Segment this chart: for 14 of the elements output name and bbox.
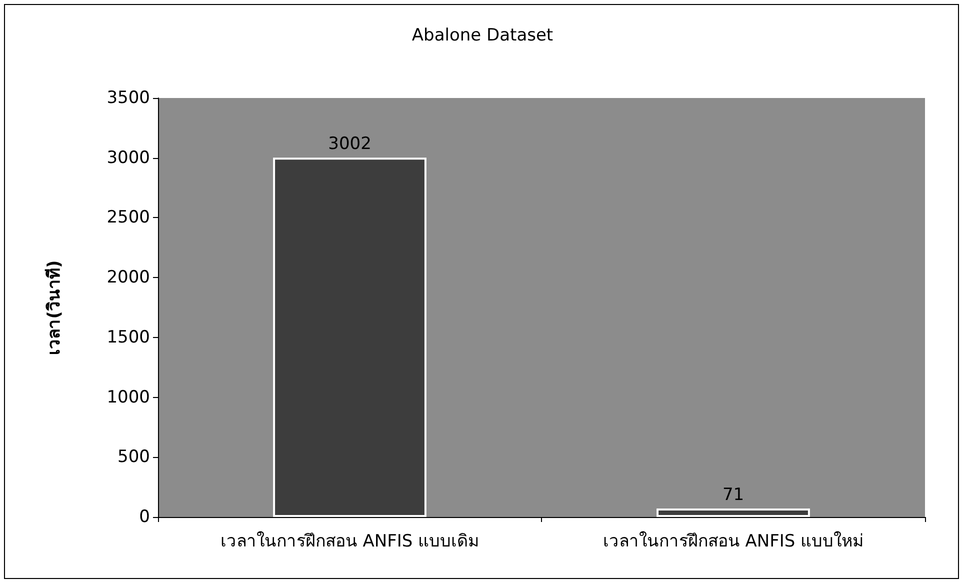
y-tick-label: 2000 bbox=[106, 268, 150, 288]
y-axis-title: เวลา(วินาที) bbox=[44, 260, 64, 355]
x-tick-label: เวลาในการฝึกสอน ANFIS แบบใหม่ bbox=[602, 530, 864, 552]
y-tick-label: 3000 bbox=[106, 148, 150, 168]
y-tick-label: 1500 bbox=[106, 327, 150, 348]
y-tick-label: 1000 bbox=[106, 387, 150, 408]
y-tick-label: 3500 bbox=[106, 88, 150, 108]
x-tick-label: เวลาในการฝึกสอน ANFIS แบบเดิม bbox=[220, 530, 480, 552]
y-tick-label: 500 bbox=[118, 447, 150, 468]
data-label: 71 bbox=[722, 485, 744, 505]
chart-title: Abalone Dataset bbox=[412, 26, 554, 46]
y-tick-label: 0 bbox=[139, 507, 150, 527]
y-tick-label: 2500 bbox=[106, 208, 150, 228]
data-label: 3002 bbox=[328, 134, 372, 154]
